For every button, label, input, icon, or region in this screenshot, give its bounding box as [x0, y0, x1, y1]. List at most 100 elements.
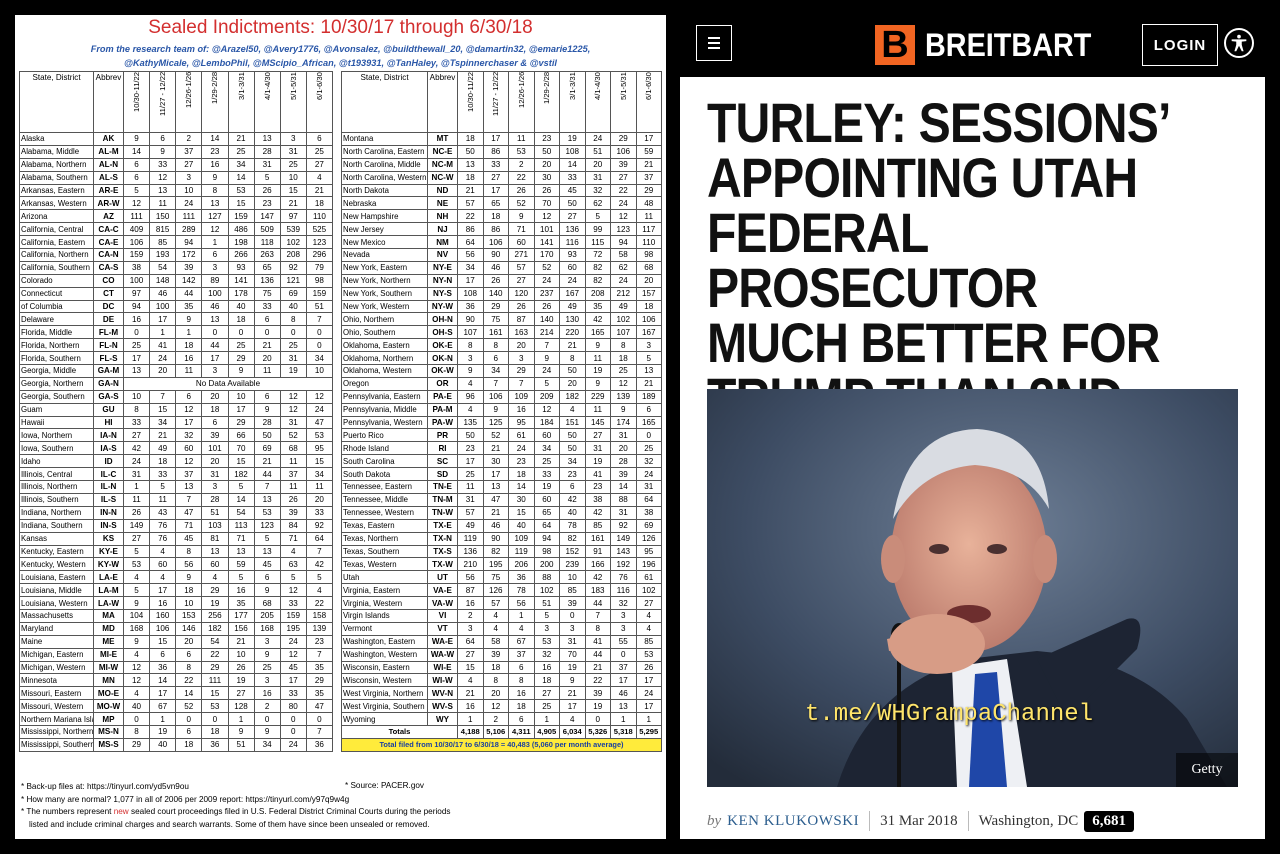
indictment-count: 29 [635, 183, 662, 198]
brand-letter: B [875, 25, 915, 65]
indictment-count: 107 [610, 325, 637, 340]
indictment-count: 31 [584, 441, 611, 456]
indictment-count: 6 [201, 248, 229, 262]
indictment-count: 141 [227, 273, 255, 288]
indictment-count: 17 [610, 673, 637, 688]
indictment-count: 19 [201, 596, 229, 610]
table-row: Louisiana, Eastern LA-E 4 4 9 4 5 6 5 5 [19, 570, 334, 585]
sheet-source: * Source: PACER.gov [345, 781, 425, 790]
indictment-count: 13 [227, 544, 255, 559]
indictment-count: 29 [201, 660, 229, 675]
column-header: 11/27 - 12/22 [149, 71, 177, 133]
indictment-count: 3 [279, 132, 307, 146]
indictment-count: 4 [149, 570, 177, 585]
indictment-count: 57 [482, 596, 509, 610]
indictment-count: 13 [482, 480, 509, 494]
speaker-photo-illustration [707, 389, 1238, 787]
indictment-count: 116 [559, 235, 586, 250]
district-abbrev: WA-E [427, 634, 458, 649]
indictment-count: 6 [508, 712, 535, 726]
indictment-count: 57 [457, 196, 484, 211]
indictment-count: 24 [559, 273, 586, 288]
district-abbrev: NJ [427, 222, 458, 237]
table-row: Florida, Northern FL-N 25 41 18 44 25 21 25 0 [19, 338, 334, 353]
indictment-count: 64 [635, 492, 662, 507]
indictment-count: 17 [635, 132, 662, 146]
district-abbrev: OK-N [427, 351, 458, 366]
indictment-count: 17 [635, 673, 662, 688]
district-abbrev: NY-S [427, 286, 458, 301]
indictment-count: 44 [201, 338, 229, 353]
indictment-count: 53 [122, 557, 151, 572]
hamburger-icon[interactable] [696, 25, 732, 61]
district-abbrev: NH [427, 209, 458, 224]
indictment-count: 126 [635, 531, 662, 546]
indictment-count: 86 [457, 222, 484, 237]
indictment-count: 95 [508, 415, 535, 430]
accessibility-icon[interactable] [1224, 28, 1254, 58]
column-header: 3/1-3/31 [559, 71, 586, 133]
indictment-count: 4 [122, 686, 151, 701]
district-name: Arkansas, Eastern [19, 183, 94, 198]
column-header: 10/30-11/22 [457, 71, 484, 133]
indictment-count: 9 [175, 570, 203, 585]
indictment-count: 82 [584, 273, 611, 288]
indictment-count: 38 [635, 505, 662, 520]
indictment-count: 5 [279, 570, 307, 585]
indictment-count: 21 [227, 132, 255, 146]
indictment-count: 18 [482, 660, 509, 675]
indictment-count: 106 [482, 389, 509, 404]
indictment-count: 106 [122, 235, 151, 250]
indictment-count: 30 [482, 454, 509, 469]
indictment-count: 90 [457, 312, 484, 327]
indictment-count: 93 [559, 248, 586, 262]
comment-count-badge[interactable]: 6,681 [1084, 810, 1134, 832]
table-row: Iowa, Northern IA-N 27 21 32 39 66 50 52 53 [19, 428, 334, 443]
indictment-count: 6 [149, 647, 177, 662]
indictment-count: 13 [457, 157, 484, 172]
indictment-count: 6 [253, 312, 281, 327]
table-row: Kansas KS 27 76 45 81 71 5 71 64 [19, 531, 334, 546]
article-photo[interactable]: t.me/WHGrampaChannel Getty [707, 389, 1238, 787]
indictment-count: 0 [122, 712, 151, 726]
indictment-count: 50 [559, 196, 586, 211]
indictment-count: 10 [279, 170, 307, 185]
indictment-count: 48 [635, 196, 662, 211]
indictment-count: 6 [122, 170, 151, 185]
indictment-count: 16 [122, 312, 151, 327]
indictment-count: 4 [559, 402, 586, 417]
indictment-count: 42 [584, 505, 611, 520]
indictment-count: 1 [122, 480, 151, 494]
indictment-count: 0 [279, 724, 307, 739]
indictment-count: 27 [305, 157, 334, 172]
indictment-count: 39 [610, 467, 637, 482]
district-name: Florida, Middle [19, 325, 94, 340]
district-abbrev: FL-S [93, 351, 124, 366]
indictment-count: 220 [559, 325, 586, 340]
indictment-count: 31 [201, 467, 229, 482]
district-name: Oklahoma, Western [341, 364, 428, 378]
district-abbrev: OK-W [427, 364, 458, 378]
district-name: Wyoming [341, 712, 428, 726]
byline-divider [967, 811, 969, 831]
breitbart-logo[interactable]: B BREITBART [875, 23, 1110, 67]
district-name: Maryland [19, 621, 94, 636]
indictment-count: 82 [482, 544, 509, 559]
indictment-count: 26 [508, 299, 535, 314]
indictment-count: 76 [149, 518, 177, 533]
column-header: 6/1-6/30 [635, 71, 662, 133]
indictment-count: 165 [584, 325, 611, 340]
indictment-count: 8 [584, 621, 611, 636]
indictment-count: 167 [635, 325, 662, 340]
indictment-count: 6 [508, 660, 535, 675]
indictment-count: 25 [533, 699, 560, 714]
author-link[interactable]: KEN KLUKOWSKI [727, 812, 860, 829]
district-name: Illinois, Northern [19, 480, 94, 494]
indictment-count: 13 [149, 183, 177, 198]
indictment-count: 13 [253, 544, 281, 559]
indictment-count: 182 [559, 389, 586, 404]
indictment-count: 31 [279, 144, 307, 159]
indictment-count: 12 [175, 402, 203, 417]
district-abbrev: IA-N [93, 428, 124, 443]
login-button[interactable]: LOGIN [1142, 24, 1218, 66]
